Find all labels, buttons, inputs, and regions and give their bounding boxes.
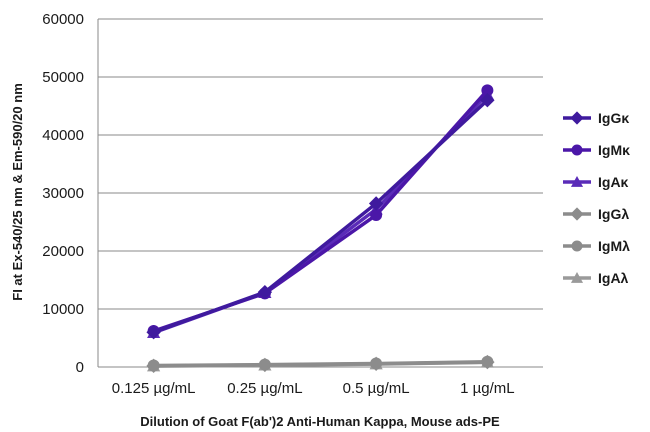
legend-item: IgMκ <box>563 142 630 158</box>
legend-item: IgAλ <box>563 270 629 286</box>
y-tick-label: 10000 <box>42 301 84 318</box>
legend-label: IgGκ <box>598 110 629 126</box>
legend-marker <box>570 207 584 221</box>
series-line <box>153 360 488 368</box>
series-line <box>153 93 489 335</box>
legend: IgGκ IgMκ IgAκ IgGλ IgMλ IgAλ <box>563 110 630 286</box>
series-2 <box>147 87 494 339</box>
y-tick-label: 0 <box>76 359 84 376</box>
series-group <box>146 84 495 374</box>
data-point <box>480 93 495 108</box>
x-tick-label: 1 µg/mL <box>460 380 515 397</box>
legend-item: IgGκ <box>563 110 629 126</box>
legend-marker <box>570 111 584 125</box>
legend-label: IgAλ <box>598 270 629 286</box>
legend-marker <box>571 240 583 252</box>
y-tick-label: 30000 <box>42 185 84 202</box>
legend-marker <box>571 144 583 156</box>
data-point <box>146 358 161 374</box>
data-point <box>257 284 273 300</box>
legend-marker <box>570 271 584 283</box>
data-point <box>368 356 384 372</box>
y-tick-label: 50000 <box>42 69 84 86</box>
data-point <box>146 325 161 340</box>
data-point <box>481 84 494 97</box>
legend-item: IgAκ <box>563 174 629 190</box>
legend-label: IgAκ <box>598 174 629 190</box>
y-tick-label: 40000 <box>42 127 84 144</box>
legend-item: IgMλ <box>563 238 630 254</box>
series-line <box>153 89 489 333</box>
data-point <box>480 354 495 370</box>
x-axis-title: Dilution of Goat F(ab')2 Anti-Human Kapp… <box>140 414 500 429</box>
y-tick-label: 60000 <box>42 11 84 28</box>
y-axis-title: FI at Ex-540/25 nm & Em-590/20 nm <box>10 83 25 300</box>
legend-marker <box>570 175 584 187</box>
legend-label: IgGλ <box>598 206 629 222</box>
legend-label: IgMλ <box>598 238 630 254</box>
x-tick-label: 0.25 µg/mL <box>227 380 302 397</box>
data-point <box>370 209 383 222</box>
x-tick-labels: 0.125 µg/mL 0.25 µg/mL 0.5 µg/mL 1 µg/mL <box>112 380 515 397</box>
y-tick-label: 20000 <box>42 243 84 260</box>
y-tick-labels: 0 10000 20000 30000 40000 50000 60000 <box>42 11 84 376</box>
data-point <box>257 357 273 373</box>
series-0 <box>146 93 495 340</box>
series-3 <box>146 354 495 374</box>
data-point <box>368 196 384 211</box>
series-1 <box>147 84 494 338</box>
x-tick-label: 0.125 µg/mL <box>112 380 196 397</box>
series-line <box>153 98 489 334</box>
x-tick-label: 0.5 µg/mL <box>343 380 410 397</box>
legend-item: IgGλ <box>563 206 629 222</box>
legend-label: IgMκ <box>598 142 630 158</box>
grid-lines <box>98 18 543 310</box>
